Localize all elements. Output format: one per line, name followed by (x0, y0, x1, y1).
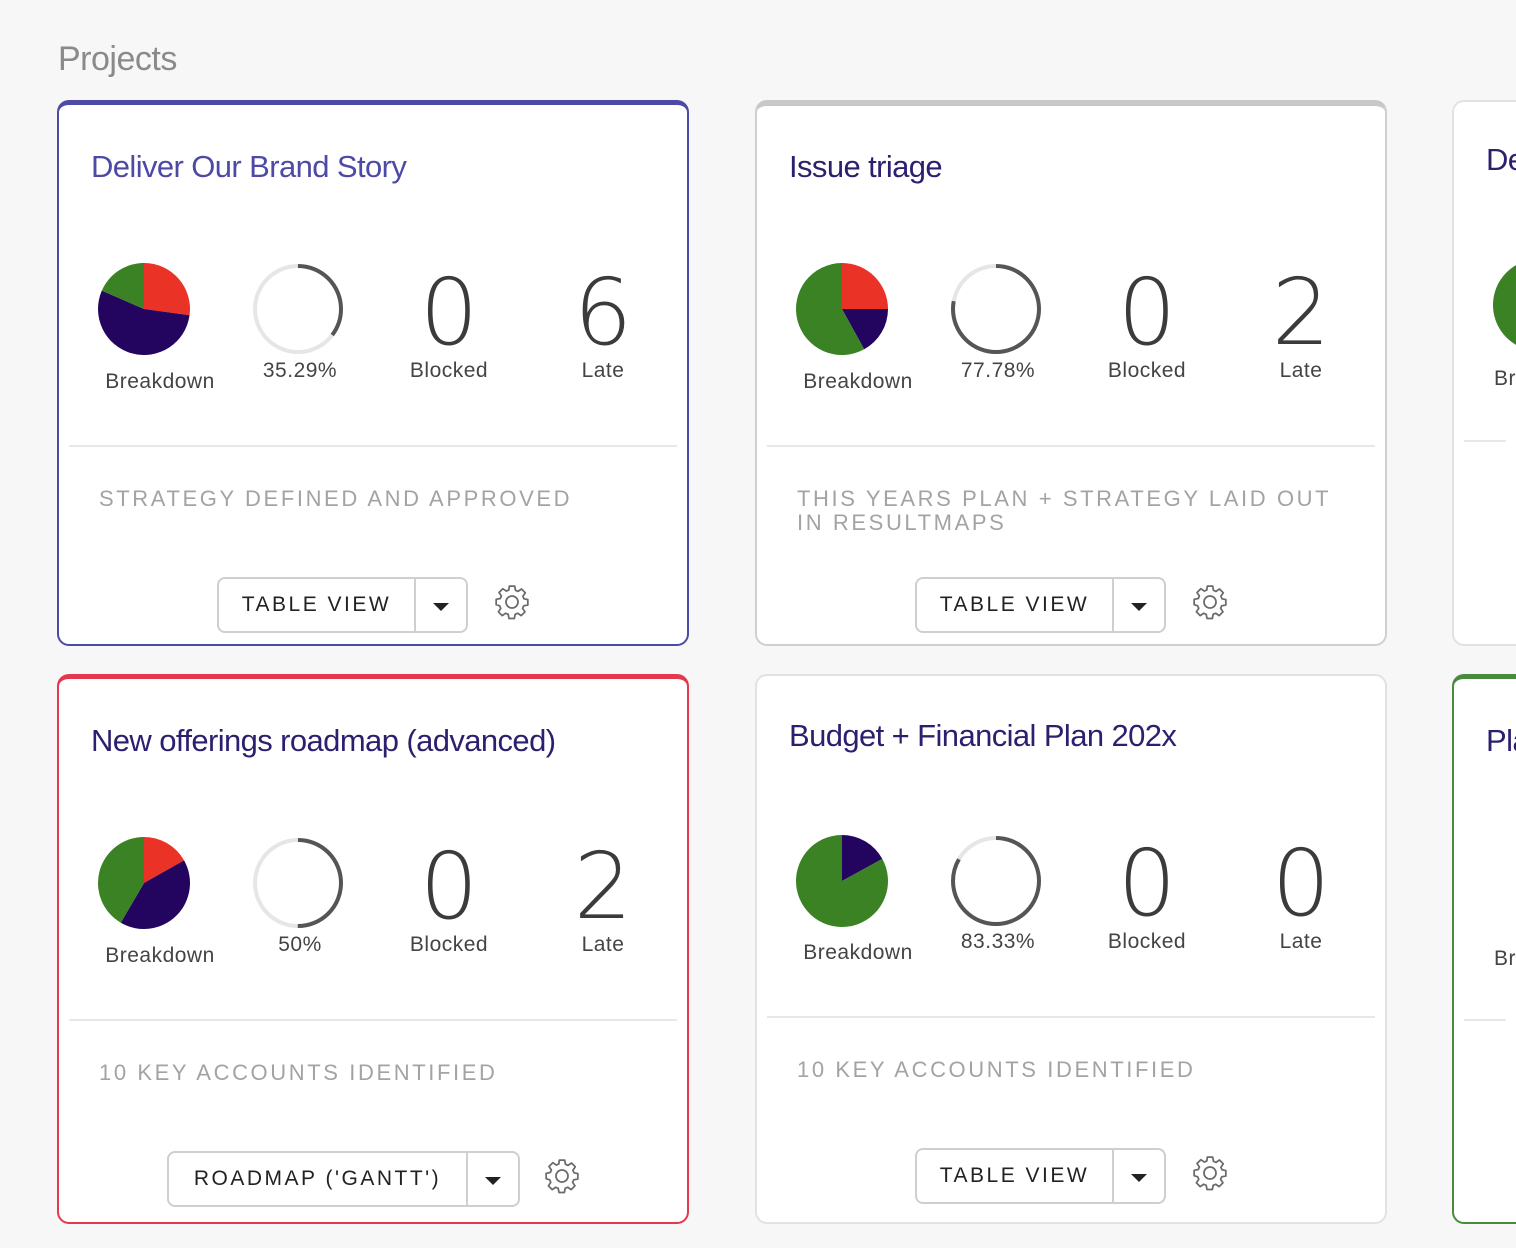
card-divider (767, 445, 1375, 447)
caret-down-icon (1131, 1174, 1147, 1182)
late-label: Late (581, 359, 625, 382)
card-divider (69, 1019, 677, 1021)
milestone-text: STRATEGY DEFINED AND APPROVED (99, 486, 573, 511)
blocked-label: Blocked (409, 933, 489, 956)
project-card[interactable]: Pla Br (1452, 674, 1516, 1224)
caret-down-icon (485, 1177, 501, 1185)
card-divider (1464, 1019, 1506, 1021)
gear-icon[interactable] (1191, 583, 1229, 621)
view-dropdown-toggle[interactable] (414, 579, 466, 631)
blocked-count: 0 (1117, 830, 1177, 937)
gear-icon[interactable] (543, 1157, 581, 1195)
late-label: Late (1279, 359, 1323, 382)
progress-ring (253, 264, 343, 354)
breakdown-label: Br (1494, 367, 1516, 390)
card-divider (69, 445, 677, 447)
breakdown-pie-chart[interactable] (1492, 258, 1516, 352)
progress-ring-fill (253, 838, 343, 928)
blocked-label: Blocked (1107, 930, 1187, 953)
view-dropdown-toggle[interactable] (466, 1153, 518, 1205)
pie-slice (144, 837, 185, 883)
milestone-text: THIS YEARS PLAN + STRATEGY LAID OUT IN R… (797, 486, 1331, 535)
breakdown-label: Breakdown (803, 941, 913, 964)
pie-slice (842, 263, 888, 309)
pie-slice (842, 309, 888, 350)
progress-percent: 83.33% (960, 930, 1036, 953)
project-title[interactable]: Issue triage (789, 149, 943, 184)
breakdown-pie-chart[interactable] (795, 262, 889, 356)
gear-icon[interactable] (493, 583, 531, 621)
card-divider (1464, 440, 1506, 442)
project-card[interactable]: New offerings roadmap (advanced) Breakdo… (57, 674, 689, 1224)
gear-icon[interactable] (1191, 1154, 1229, 1192)
project-card[interactable]: Issue triage Breakdown 77.78% 0 Blocked … (755, 100, 1387, 646)
view-selector[interactable]: ROADMAP ('GANTT') (167, 1151, 520, 1207)
caret-down-icon (1131, 603, 1147, 611)
blocked-count: 0 (419, 259, 479, 366)
progress-ring-fill (951, 264, 1041, 354)
progress-percent: 35.29% (262, 359, 338, 382)
breakdown-pie-chart[interactable] (795, 834, 889, 928)
milestone-text: 10 KEY ACCOUNTS IDENTIFIED (797, 1057, 1196, 1082)
view-selector-label: TABLE VIEW (939, 593, 1090, 616)
pie-slice (842, 835, 883, 881)
late-count: 6 (573, 259, 633, 366)
view-dropdown-toggle[interactable] (1112, 579, 1164, 631)
progress-ring (951, 836, 1041, 926)
project-title[interactable]: Deliver Our Brand Story (91, 149, 407, 184)
page-title: Projects (58, 40, 177, 78)
progress-percent: 50% (278, 933, 322, 956)
breakdown-pie-chart[interactable] (97, 262, 191, 356)
project-card[interactable]: Budget + Financial Plan 202x Breakdown 8… (755, 674, 1387, 1224)
view-dropdown-toggle[interactable] (1112, 1150, 1164, 1202)
breakdown-label: Breakdown (803, 370, 913, 393)
pie-slice (796, 835, 888, 927)
blocked-label: Blocked (409, 359, 489, 382)
progress-ring (951, 264, 1041, 354)
blocked-count: 0 (1117, 259, 1177, 366)
late-label: Late (1279, 930, 1323, 953)
pie-slice (120, 860, 190, 929)
caret-down-icon (433, 603, 449, 611)
breakdown-label: Br (1494, 947, 1516, 970)
view-selector-label: TABLE VIEW (939, 1164, 1090, 1187)
progress-ring-fill (951, 836, 1041, 926)
view-selector-label: TABLE VIEW (241, 593, 392, 616)
pie-slice (144, 263, 190, 316)
milestone-text: 10 KEY ACCOUNTS IDENTIFIED (99, 1060, 498, 1085)
late-label: Late (581, 933, 625, 956)
progress-percent: 77.78% (960, 359, 1036, 382)
pie-slice (97, 837, 144, 923)
view-selector[interactable]: TABLE VIEW (915, 1148, 1166, 1204)
pie-slice (101, 263, 144, 309)
project-title[interactable]: De (1486, 142, 1516, 177)
project-title[interactable]: New offerings roadmap (advanced) (91, 723, 556, 758)
pie-slice (98, 290, 190, 355)
late-count: 2 (1271, 259, 1331, 366)
view-selector[interactable]: TABLE VIEW (217, 577, 468, 633)
view-selector[interactable]: TABLE VIEW (915, 577, 1166, 633)
project-title[interactable]: Pla (1486, 723, 1516, 758)
card-divider (767, 1016, 1375, 1018)
project-card[interactable]: Deliver Our Brand Story Breakdown 35.29%… (57, 100, 689, 646)
breakdown-pie-chart[interactable] (97, 836, 191, 930)
late-count: 2 (573, 833, 633, 940)
breakdown-label: Breakdown (105, 944, 215, 967)
progress-ring-fill (253, 264, 343, 354)
pie-slice (796, 263, 865, 355)
progress-ring (253, 838, 343, 928)
project-title[interactable]: Budget + Financial Plan 202x (789, 718, 1177, 753)
blocked-label: Blocked (1107, 359, 1187, 382)
pie-slice (1492, 265, 1516, 345)
blocked-count: 0 (419, 833, 479, 940)
breakdown-label: Breakdown (105, 370, 215, 393)
project-card[interactable]: De Br (1452, 100, 1516, 646)
view-selector-label: ROADMAP ('GANTT') (193, 1167, 442, 1190)
late-count: 0 (1271, 830, 1331, 937)
